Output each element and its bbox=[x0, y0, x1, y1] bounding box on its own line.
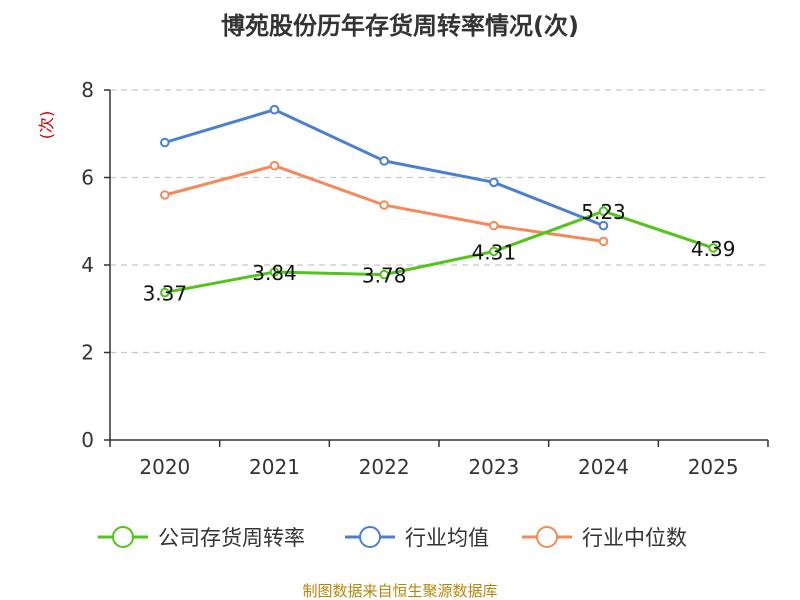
data-point bbox=[379, 269, 389, 280]
series-2 bbox=[160, 104, 609, 231]
series-layer bbox=[160, 104, 718, 298]
data-label: 5.23 bbox=[581, 200, 626, 224]
y-axis-label: (次) bbox=[37, 111, 56, 140]
legend-marker bbox=[359, 526, 381, 548]
y-tick-label: 8 bbox=[81, 78, 94, 102]
legend-marker bbox=[112, 526, 134, 548]
series-3 bbox=[160, 160, 609, 247]
x-tick-label: 2025 bbox=[688, 455, 739, 479]
y-tick-label: 0 bbox=[81, 428, 94, 452]
x-tick-label: 2020 bbox=[139, 455, 190, 479]
data-point bbox=[269, 104, 280, 115]
data-point bbox=[489, 220, 499, 231]
data-point bbox=[160, 137, 170, 148]
data-point bbox=[379, 156, 389, 166]
x-tick-label: 2022 bbox=[359, 455, 410, 479]
y-tick-label: 4 bbox=[81, 253, 94, 277]
y-tick-label: 6 bbox=[81, 166, 94, 190]
data-point bbox=[160, 287, 170, 298]
x-tick-labels: 2020 2021 2022 2023 2024 2025 bbox=[139, 455, 738, 479]
legend-item-2: 行业均值 bbox=[345, 526, 489, 550]
legend: 公司存货周转率 行业均值 行业中位数 bbox=[98, 526, 687, 550]
legend-label: 行业中位数 bbox=[582, 526, 687, 550]
data-label: 4.31 bbox=[472, 240, 517, 264]
data-labels: 3.37 3.84 3.78 4.31 5.23 4.39 bbox=[143, 200, 736, 305]
chart-title: 博苑股份历年存货周转率情况(次) bbox=[221, 12, 579, 40]
legend-label: 行业均值 bbox=[405, 526, 489, 550]
data-point bbox=[708, 243, 718, 253]
x-tick-label: 2021 bbox=[249, 455, 300, 479]
data-point bbox=[489, 177, 499, 188]
series-line bbox=[164, 209, 714, 295]
x-tick-label: 2023 bbox=[468, 455, 519, 479]
data-point bbox=[160, 190, 170, 200]
x-tick-label: 2024 bbox=[578, 455, 629, 479]
data-point bbox=[269, 160, 280, 171]
data-point bbox=[379, 200, 389, 210]
data-label: 4.39 bbox=[691, 237, 736, 261]
series-1 bbox=[160, 206, 718, 298]
y-tick-labels: 0 2 4 6 8 bbox=[81, 78, 94, 452]
legend-item-1: 公司存货周转率 bbox=[98, 526, 305, 550]
data-point bbox=[598, 220, 609, 231]
data-point bbox=[598, 236, 609, 247]
axes bbox=[109, 90, 769, 447]
legend-item-3: 行业中位数 bbox=[522, 526, 687, 550]
legend-marker bbox=[536, 526, 558, 548]
data-point bbox=[489, 246, 499, 257]
data-label: 3.78 bbox=[362, 264, 407, 288]
data-label: 3.37 bbox=[143, 282, 188, 306]
data-point bbox=[598, 206, 609, 216]
grid-lines bbox=[104, 89, 768, 441]
source-note: 制图数据来自恒生聚源数据库 bbox=[302, 582, 497, 600]
legend-label: 公司存货周转率 bbox=[158, 526, 305, 550]
data-point bbox=[269, 267, 280, 277]
data-label: 3.84 bbox=[252, 261, 297, 285]
y-tick-label: 2 bbox=[81, 341, 94, 365]
